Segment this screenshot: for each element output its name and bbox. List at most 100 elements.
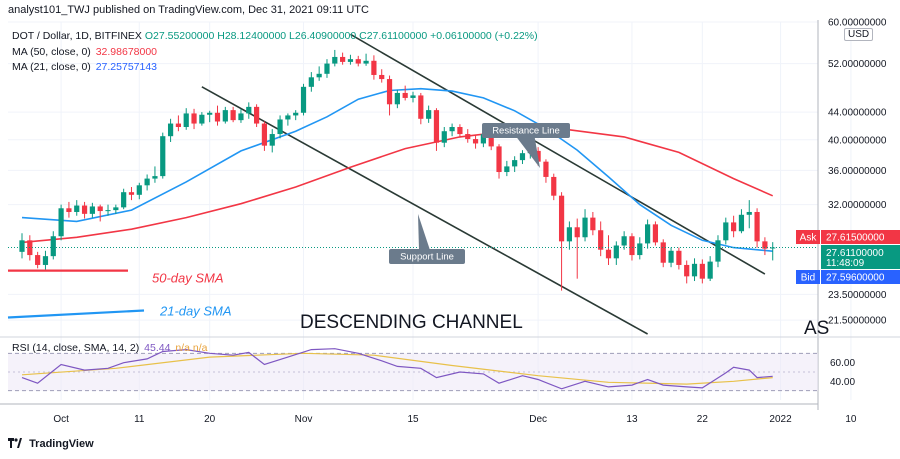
time-tick-label: 13 — [626, 414, 638, 425]
time-axis[interactable]: Oct 11 20 Nov 15 Dec 13 22 2022 10 — [53, 414, 857, 425]
ask-tag: Ask 27.61500000 — [796, 230, 900, 244]
channel-line-upper — [350, 33, 766, 275]
price-axis[interactable]: 21.50000000 23.50000000 32.00000000 36.0000… — [828, 18, 887, 327]
resistance-line-label: Resistance Line — [482, 123, 570, 168]
candle-body — [605, 249, 612, 259]
candle-body — [277, 119, 283, 135]
candle — [629, 233, 635, 261]
candle — [699, 259, 705, 284]
candle-body — [144, 178, 150, 186]
candle-body — [167, 123, 174, 137]
publish-header: analyst101_TWJ published on TradingView.… — [8, 4, 369, 16]
candle-body — [89, 206, 95, 214]
descending-channel — [201, 33, 766, 335]
candle-body — [558, 195, 565, 242]
time-tick-label: 2022 — [769, 414, 792, 425]
candle-body — [347, 59, 354, 62]
annotations: Resistance Line Support Line 50-day SMA 21-… — [7, 123, 829, 339]
candle — [340, 52, 346, 65]
candle — [230, 106, 236, 123]
candle — [214, 105, 221, 126]
bid-tag-label-box — [796, 270, 820, 284]
candle-body — [300, 86, 307, 113]
ask-tag-box — [821, 230, 900, 244]
price-tick-label: 36.00000000 — [828, 166, 887, 177]
time-tick-label: 20 — [204, 414, 216, 425]
candle — [637, 237, 643, 260]
candle — [347, 54, 354, 65]
candle — [386, 75, 393, 116]
candle-body — [19, 240, 25, 252]
candle-body — [74, 205, 80, 212]
candle — [551, 173, 557, 201]
rsi-legend-label: RSI (14, close, SMA, 14, 2) — [12, 342, 140, 354]
time-tick-label: Nov — [295, 414, 313, 425]
support-line-label-text: Support Line — [400, 252, 454, 263]
candle — [441, 127, 447, 148]
candle — [97, 204, 103, 222]
sma50-label: 50-day SMA — [152, 271, 224, 286]
time-tick-label: 10 — [845, 414, 857, 425]
candle-body — [175, 123, 181, 128]
candle — [590, 211, 596, 236]
legend-ma50-row: MA (50, close, 0) 32.98678000 — [12, 45, 538, 61]
candle — [410, 91, 416, 103]
candle — [74, 200, 80, 216]
candle — [762, 237, 768, 256]
candle-body — [543, 161, 549, 177]
candle — [222, 106, 228, 124]
candle-body — [394, 92, 400, 105]
rsi-legend: RSI (14, close, SMA, 14, 2) 45.44 n/a n/… — [12, 341, 207, 357]
descending-channel-label: DESCENDING CHANNEL — [300, 312, 523, 333]
candle — [449, 123, 455, 137]
candle — [246, 102, 252, 119]
candle-body — [754, 211, 760, 242]
legend-symbol-row: DOT / Dollar, 1D, BITFINEX O27.55200000 … — [12, 29, 538, 45]
footer-brand-text: TradingView — [29, 438, 94, 450]
candle — [167, 118, 174, 142]
candle-body — [191, 113, 197, 124]
candle-body — [598, 230, 604, 250]
candle — [35, 251, 41, 269]
candle-body — [246, 106, 252, 114]
sma21-sample-line — [7, 309, 145, 319]
candle-body — [199, 114, 205, 124]
legend-ma21-value: 27.25757143 — [95, 61, 158, 73]
candle-body — [746, 211, 752, 215]
candle — [199, 112, 205, 126]
resistance-line-label-box — [482, 123, 570, 138]
candle — [136, 182, 142, 200]
candle-body — [410, 95, 416, 98]
legend-ohlc: O27.55200000 H28.12400000 L26.40900000 C… — [144, 30, 538, 42]
resistance-line-label-text: Resistance Line — [492, 126, 560, 137]
candle — [465, 129, 471, 143]
candles[interactable] — [19, 49, 776, 291]
candle-body — [762, 241, 768, 249]
candle-body — [707, 261, 713, 279]
candle — [621, 231, 627, 250]
ask-tag-label-box — [796, 230, 820, 244]
currency-button[interactable]: USD — [844, 28, 874, 41]
candle — [254, 104, 260, 128]
candle — [128, 187, 135, 201]
candle — [238, 108, 244, 123]
candle-body — [207, 112, 213, 115]
candle-body — [652, 224, 659, 243]
candle-body — [433, 110, 440, 143]
candle-body — [504, 166, 510, 173]
time-tick-label: 11 — [134, 414, 145, 425]
candle — [707, 256, 713, 282]
candle — [676, 247, 682, 270]
legend-ma21-row: MA (21, close, 0) 27.25757143 — [12, 60, 538, 76]
legend: DOT / Dollar, 1D, BITFINEX O27.55200000 … — [12, 29, 538, 76]
candle — [598, 221, 604, 257]
candle — [379, 69, 385, 83]
ask-tag-label: Ask — [800, 233, 818, 244]
candle-body — [42, 256, 49, 265]
candle — [324, 59, 330, 78]
rsi-legend-na: n/a n/a — [175, 342, 208, 354]
candle-body — [355, 59, 361, 64]
candle-body — [214, 112, 221, 122]
